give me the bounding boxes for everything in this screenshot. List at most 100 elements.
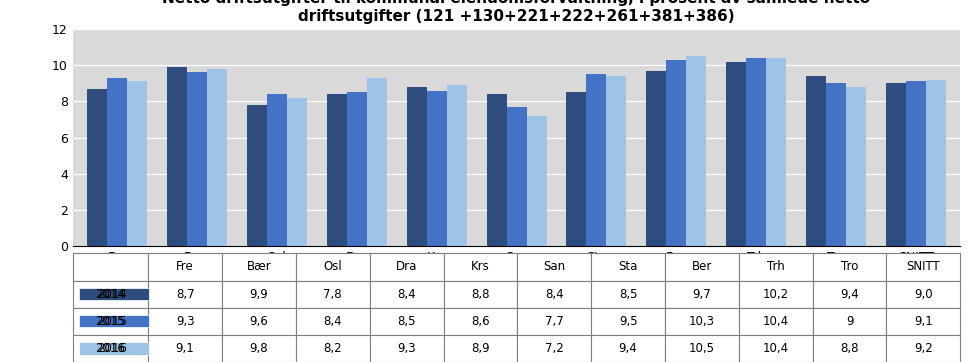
Bar <box>586 74 606 246</box>
Text: 8,7: 8,7 <box>175 288 194 300</box>
Text: 7,7: 7,7 <box>545 315 563 328</box>
Text: 8,9: 8,9 <box>471 342 489 355</box>
Bar <box>590 308 665 335</box>
Text: 8,4: 8,4 <box>545 288 563 300</box>
Bar <box>812 335 886 362</box>
Text: 9,5: 9,5 <box>618 315 637 328</box>
Bar <box>812 253 886 281</box>
Bar <box>738 335 812 362</box>
Bar <box>686 56 705 246</box>
Text: Osl: Osl <box>323 261 342 273</box>
Bar <box>726 62 745 246</box>
Bar <box>443 281 516 308</box>
Text: 9,3: 9,3 <box>397 342 416 355</box>
Bar <box>738 281 812 308</box>
Text: 2016: 2016 <box>97 342 127 355</box>
Bar <box>73 253 148 281</box>
Bar <box>73 308 148 335</box>
Bar <box>886 308 959 335</box>
Text: 10,3: 10,3 <box>688 315 714 328</box>
Bar <box>296 335 369 362</box>
Bar <box>805 76 826 246</box>
Text: Bær: Bær <box>246 261 271 273</box>
Bar <box>566 92 586 246</box>
Text: 9,6: 9,6 <box>249 315 268 328</box>
Bar <box>443 335 516 362</box>
Bar <box>925 80 946 246</box>
Bar <box>665 253 738 281</box>
Text: 9,1: 9,1 <box>913 315 932 328</box>
Text: 7,2: 7,2 <box>545 342 563 355</box>
Text: 9,7: 9,7 <box>692 288 710 300</box>
Bar <box>206 69 227 246</box>
Text: 9,2: 9,2 <box>913 342 932 355</box>
Bar <box>666 60 686 246</box>
Bar <box>86 89 107 246</box>
Bar <box>167 67 186 246</box>
Text: 8,4: 8,4 <box>397 288 416 300</box>
Text: 8,5: 8,5 <box>397 315 416 328</box>
Text: SNITT: SNITT <box>906 261 939 273</box>
Bar <box>443 253 516 281</box>
Text: Tro: Tro <box>840 261 858 273</box>
Bar <box>222 308 296 335</box>
Bar <box>516 281 590 308</box>
Bar <box>846 87 865 246</box>
Text: 2015: 2015 <box>97 315 127 328</box>
Bar <box>738 253 812 281</box>
Bar <box>406 87 426 246</box>
Text: 9,0: 9,0 <box>913 288 932 300</box>
Text: 2016: 2016 <box>95 342 125 355</box>
Text: Ber: Ber <box>691 261 711 273</box>
Text: 9,4: 9,4 <box>618 342 637 355</box>
Bar <box>366 78 387 246</box>
Bar <box>826 83 846 246</box>
Bar <box>222 335 296 362</box>
Text: 10,2: 10,2 <box>762 288 788 300</box>
Text: Krs: Krs <box>471 261 489 273</box>
Text: 9: 9 <box>845 315 853 328</box>
Text: 10,4: 10,4 <box>762 342 788 355</box>
Bar <box>327 94 346 246</box>
Title: Netto driftsutgifter til kommunal eiendomsforvaltning, i prosent av samlede nett: Netto driftsutgifter til kommunal eiendo… <box>162 0 870 24</box>
Bar <box>78 315 148 327</box>
Text: 7,8: 7,8 <box>323 288 342 300</box>
Bar <box>506 107 526 246</box>
Bar <box>738 308 812 335</box>
Bar <box>222 281 296 308</box>
Text: 9,3: 9,3 <box>175 315 194 328</box>
Text: 2014: 2014 <box>95 288 125 300</box>
Bar <box>665 335 738 362</box>
Bar <box>78 288 148 300</box>
Bar <box>590 335 665 362</box>
Text: 9,9: 9,9 <box>249 288 268 300</box>
Bar <box>73 335 148 362</box>
Text: Fre: Fre <box>176 261 194 273</box>
Bar <box>369 308 443 335</box>
Bar <box>78 342 148 354</box>
Bar <box>186 72 206 246</box>
Text: Dra: Dra <box>395 261 417 273</box>
Bar <box>148 335 222 362</box>
Bar <box>73 281 148 308</box>
Bar <box>766 58 786 246</box>
Text: 10,5: 10,5 <box>688 342 714 355</box>
Text: Trh: Trh <box>766 261 784 273</box>
Bar <box>446 85 466 246</box>
Text: 8,5: 8,5 <box>618 288 637 300</box>
Bar <box>886 281 959 308</box>
Text: San: San <box>543 261 565 273</box>
Bar <box>127 81 146 246</box>
Bar <box>516 253 590 281</box>
Text: 2015: 2015 <box>96 315 125 328</box>
Bar <box>606 76 626 246</box>
Text: 8,4: 8,4 <box>323 315 342 328</box>
Bar <box>369 253 443 281</box>
Bar <box>148 253 222 281</box>
Text: 8,6: 8,6 <box>471 315 489 328</box>
Bar <box>886 253 959 281</box>
Bar <box>369 281 443 308</box>
Bar <box>645 71 666 246</box>
Bar <box>287 98 306 246</box>
Text: 9,4: 9,4 <box>839 288 858 300</box>
